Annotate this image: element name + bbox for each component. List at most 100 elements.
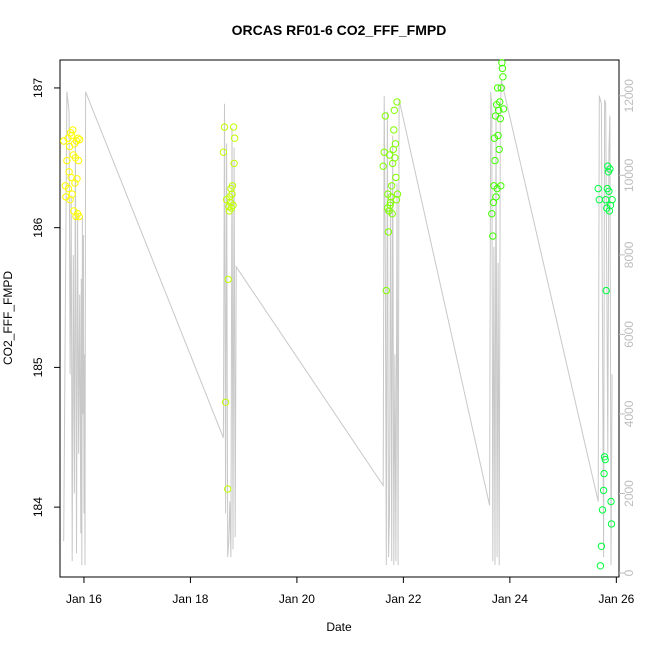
data-point [494, 131, 502, 140]
series-rf03 [379, 98, 402, 295]
data-point [608, 196, 616, 204]
data-point [379, 162, 387, 170]
y-tick-label: 186 [31, 217, 45, 237]
data-point [381, 112, 389, 120]
x-axis: Jan 16 Jan 18 Jan 20 Jan 22 Jan 24 Jan 26 [66, 576, 635, 606]
data-point [73, 175, 81, 183]
data-point [224, 485, 232, 493]
data-point [498, 59, 506, 67]
data-point [74, 134, 82, 142]
data-point [499, 105, 508, 113]
data-point [488, 210, 496, 218]
data-point [391, 154, 399, 162]
y2-tick-label: 8000 [622, 241, 636, 268]
data-point [600, 453, 609, 461]
data-point [597, 542, 606, 550]
data-point [598, 506, 607, 514]
data-point [390, 126, 398, 134]
data-point [495, 106, 503, 115]
y-tick-label: 187 [31, 78, 45, 98]
x-tick-label: Jan 22 [385, 592, 421, 606]
data-point [489, 232, 497, 240]
data-point [75, 212, 83, 221]
data-point [493, 84, 502, 92]
data-point [600, 469, 608, 478]
data-point [605, 187, 613, 196]
data-point [392, 196, 401, 204]
y2-tick-label: 10000 [622, 158, 636, 192]
x-tick-label: Jan 16 [66, 592, 102, 606]
data-point [496, 98, 504, 106]
data-point [69, 126, 77, 134]
data-point [64, 184, 73, 193]
data-point [606, 165, 614, 173]
data-point [497, 84, 505, 92]
data-point [392, 173, 400, 182]
data-point [382, 286, 390, 295]
data-point [229, 123, 238, 131]
x-tick-label: Jan 20 [279, 592, 315, 606]
series-rf02 [219, 123, 239, 493]
data-point [497, 182, 505, 190]
y2-tick-label: 4000 [622, 400, 636, 427]
data-point [605, 207, 614, 215]
y-axis-left: 184 185 186 187 [31, 78, 60, 517]
data-point [386, 198, 395, 207]
data-point [63, 156, 71, 165]
x-tick-label: Jan 18 [172, 592, 208, 606]
data-point [498, 64, 507, 73]
data-point [388, 182, 396, 190]
data-point [220, 123, 229, 131]
data-point [491, 156, 499, 165]
data-point [386, 201, 394, 210]
data-point [495, 145, 503, 154]
data-point [393, 190, 402, 198]
chart-title: ORCAS RF01-6 CO2_FFF_FMPD [232, 22, 447, 38]
data-point [230, 159, 238, 168]
data-point [68, 190, 76, 198]
y2-tick-label: 2000 [622, 480, 636, 507]
data-point [607, 520, 616, 528]
series-rf04 [488, 59, 508, 240]
series-rf05 [594, 162, 616, 570]
y-tick-label: 184 [31, 497, 45, 517]
data-point [602, 286, 610, 295]
data-point [76, 135, 84, 144]
data-point [390, 106, 398, 115]
y-axis-label: CO2_FFF_FMPD [1, 271, 15, 365]
y-axis-right: 0 2000 4000 6000 8000 10000 12000 [619, 79, 636, 576]
data-point [388, 210, 396, 218]
data-point [596, 562, 605, 570]
data-point [607, 497, 615, 506]
data-point [499, 73, 507, 81]
data-point [496, 115, 504, 123]
altitude-line-layer [63, 79, 613, 566]
data-point [224, 275, 232, 284]
data-point [221, 398, 230, 406]
series-rf01 [60, 126, 84, 221]
y-tick-label: 185 [31, 357, 45, 377]
altitude-line [63, 79, 613, 566]
data-point [391, 140, 400, 148]
x-tick-label: Jan 26 [598, 592, 634, 606]
data-point [393, 98, 401, 106]
x-axis-label: Date [326, 620, 352, 634]
data-point [230, 134, 239, 142]
data-point [492, 193, 500, 201]
data-point [229, 201, 237, 210]
data-point [68, 131, 76, 140]
y2-tick-label: 6000 [622, 321, 636, 348]
data-point [599, 486, 608, 495]
y2-tick-label: 12000 [622, 79, 636, 113]
data-point [228, 190, 236, 198]
data-point [71, 179, 79, 187]
points-layer [60, 59, 616, 570]
data-point [219, 148, 228, 156]
data-point [384, 228, 393, 236]
data-point [74, 156, 83, 165]
data-point [228, 182, 237, 190]
y2-tick-label: 0 [622, 569, 636, 576]
data-point [601, 455, 609, 464]
